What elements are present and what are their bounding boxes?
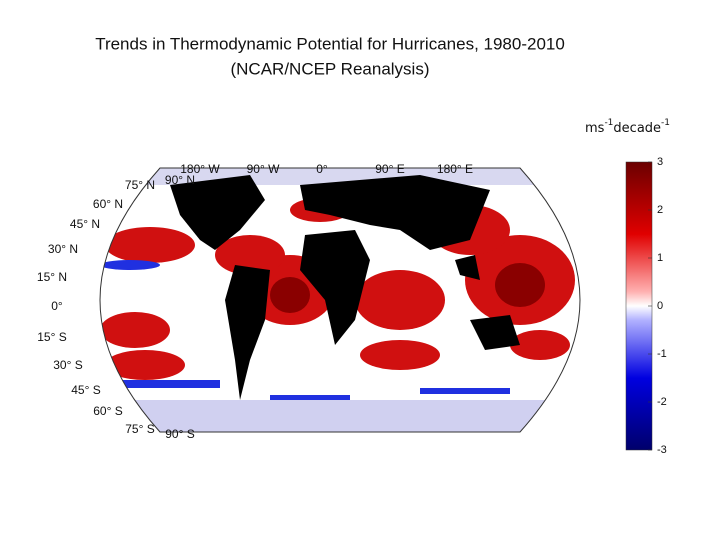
latitude-label: 45° N [70, 217, 100, 231]
unit-exponent: -1 [604, 118, 613, 128]
latitude-label: 0° [51, 299, 63, 313]
map [100, 168, 580, 432]
latitude-label: 15° N [37, 270, 67, 284]
longitude-label: 90° W [247, 162, 280, 176]
unit-exponent: -1 [661, 118, 670, 128]
colorbar-tick-label: -1 [657, 348, 667, 360]
colorbar-tick-label: -2 [657, 396, 667, 408]
colorbar-unit: ms-1decade-1 [585, 118, 670, 136]
latitude-label: 90° S [165, 427, 194, 441]
map-outline [99, 167, 581, 433]
latitude-label: 60° S [93, 404, 122, 418]
longitude-label: 180° W [180, 162, 220, 176]
longitude-label: 180° E [437, 162, 473, 176]
colorbar-ticks: 3 2 1 0 -1 -2 -3 [648, 156, 667, 456]
title: Trends in Thermodynamic Potential for Hu… [95, 34, 565, 53]
unit-part: decade [613, 121, 661, 136]
colorbar-tick-label: 3 [657, 156, 663, 168]
graticule-labels: 180° W 90° W 0° 90° E 180° E 90° N 75° N60° N 4… [37, 162, 473, 441]
colorbar-tick-label: 2 [657, 204, 663, 216]
longitude-label: 0° [316, 162, 328, 176]
latitude-label: 45° S [71, 383, 100, 397]
latitude-label: 75° S [125, 422, 154, 436]
latitude-label: 60° N [93, 197, 123, 211]
longitude-label: 90° E [375, 162, 404, 176]
colorbar-tick-label: -3 [657, 444, 667, 456]
latitude-label: 30° N [48, 242, 78, 256]
colorbar-tick-label: 1 [657, 252, 663, 264]
latitude-label: 15° S [37, 330, 66, 344]
latitude-label: 90° N [165, 173, 195, 187]
latitude-label: 30° S [53, 358, 82, 372]
colorbar-tick-label: 0 [657, 300, 663, 312]
subtitle: (NCAR/NCEP Reanalysis) [230, 59, 429, 78]
colorbar [625, 161, 653, 451]
latitude-label: 75° N [125, 178, 155, 192]
unit-part: ms [585, 121, 605, 136]
